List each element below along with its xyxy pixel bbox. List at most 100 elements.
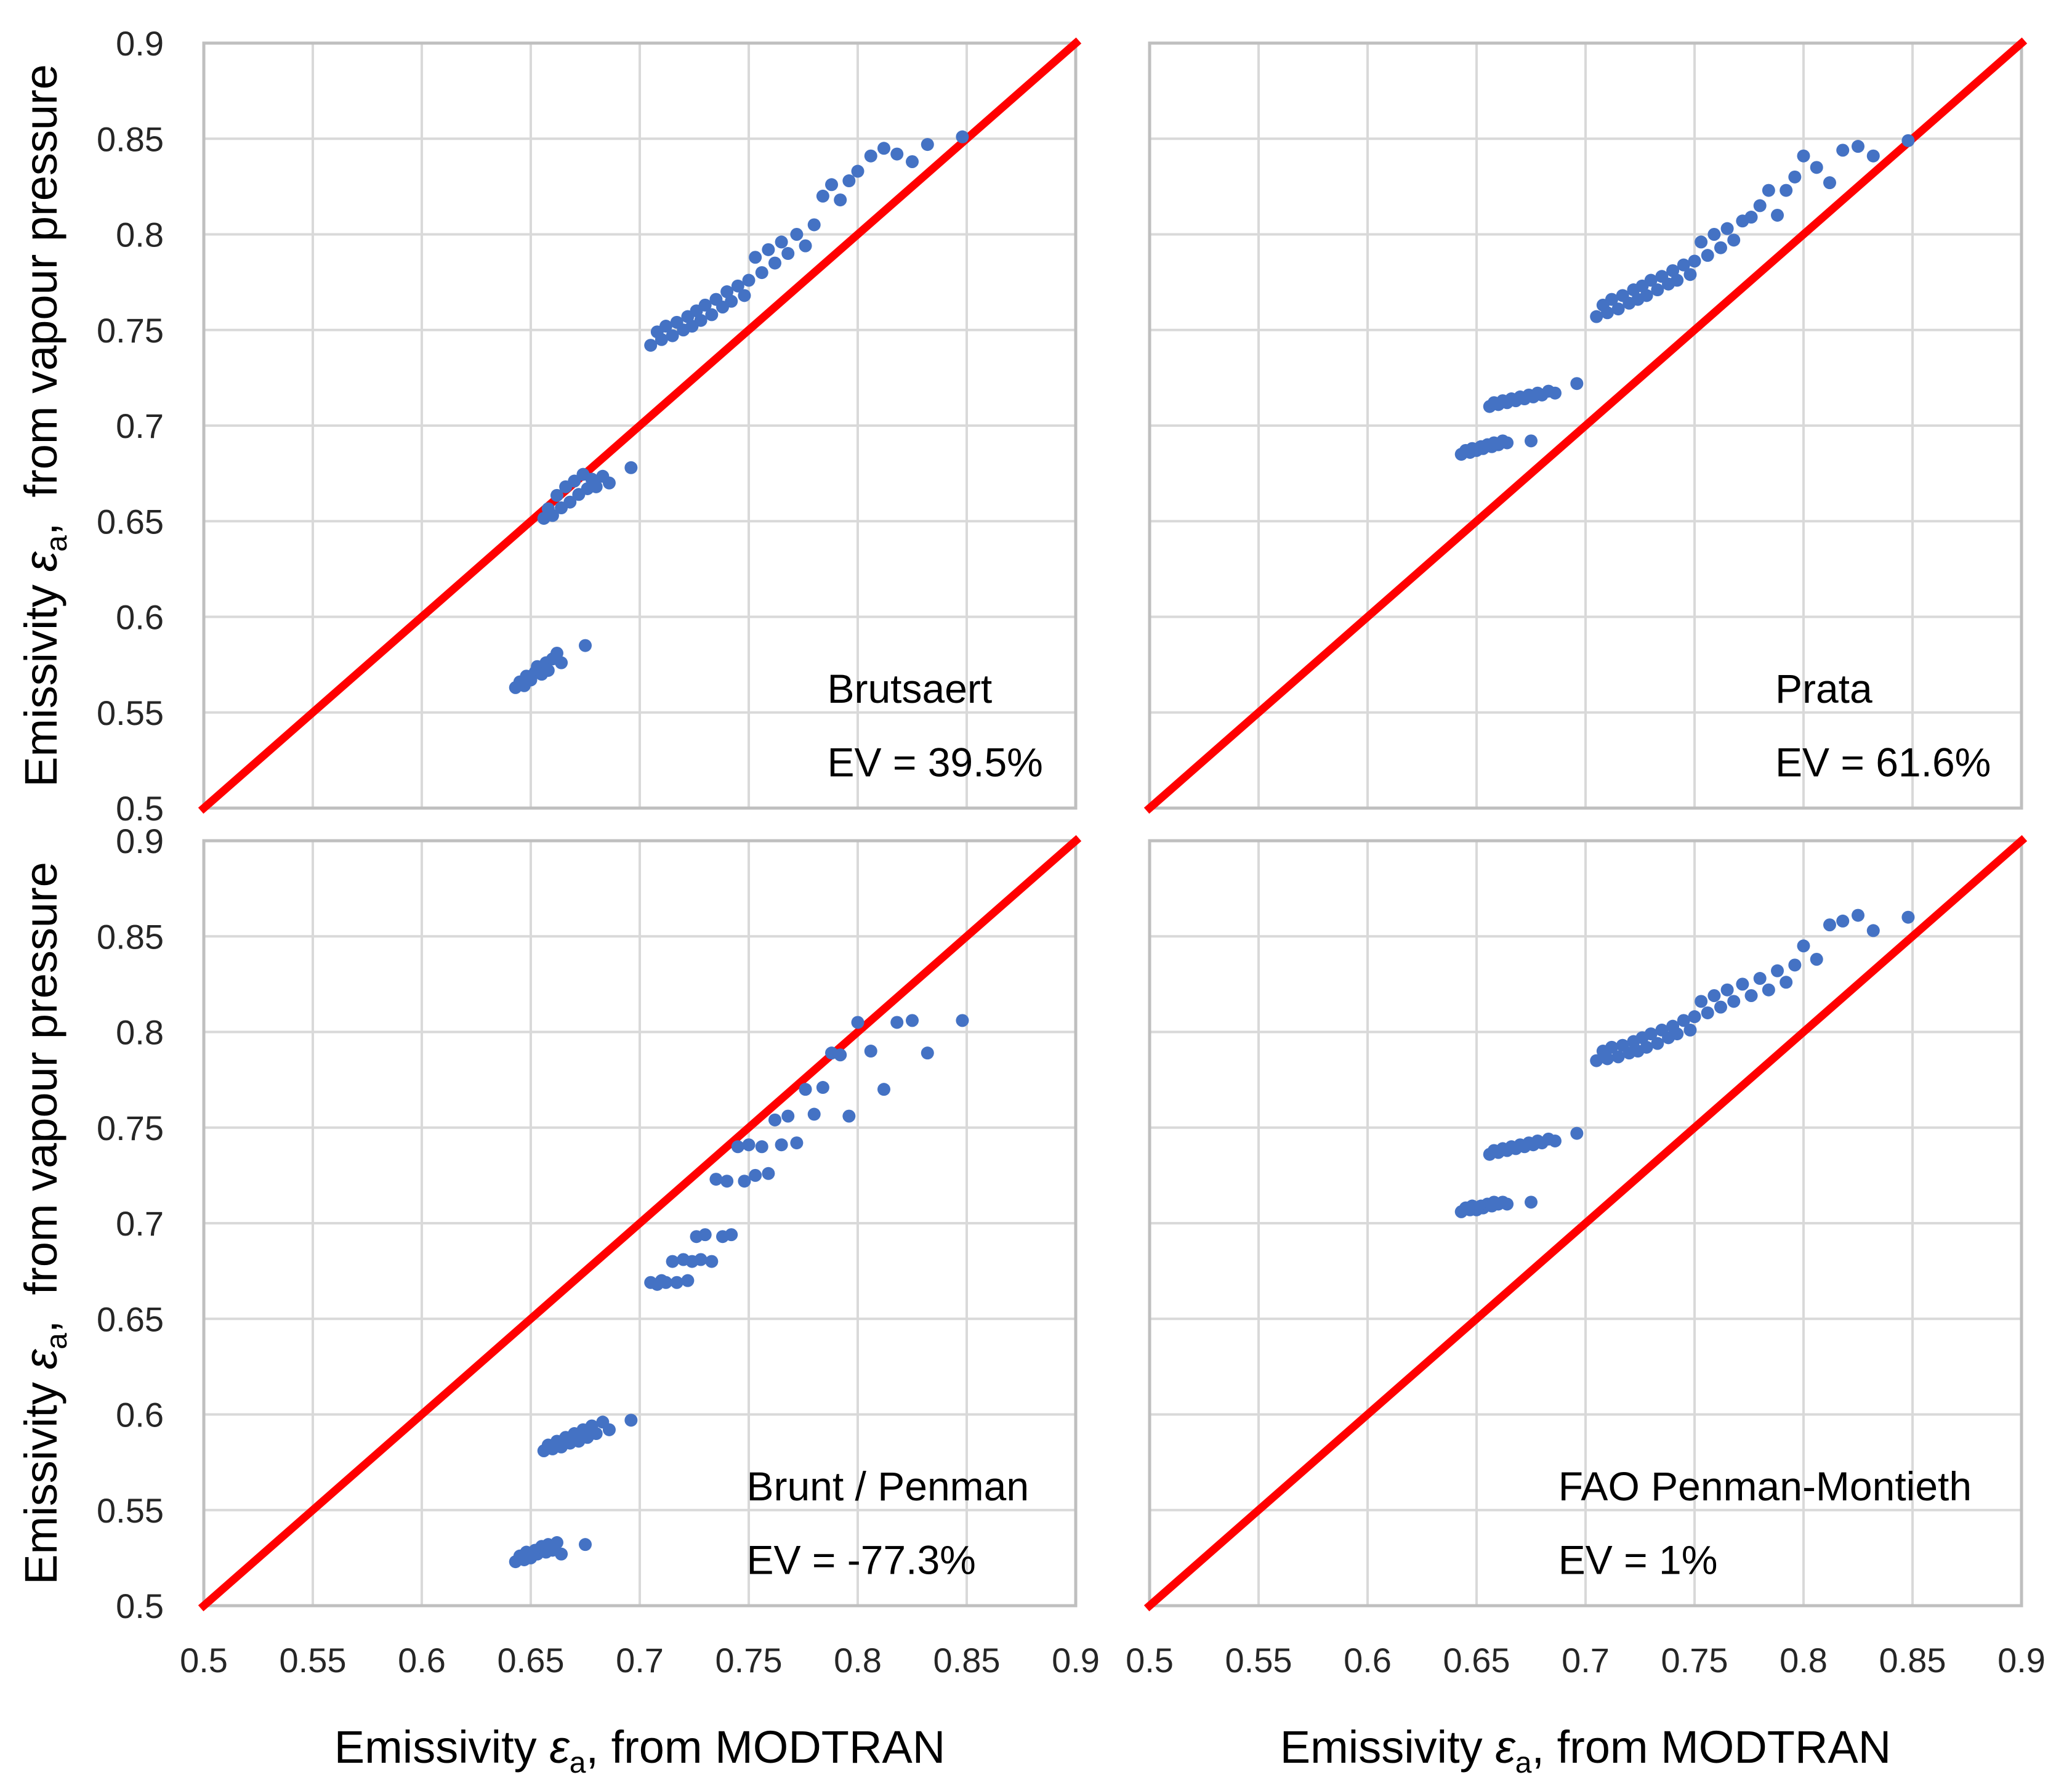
data-point: [1600, 306, 1614, 320]
data-point: [799, 239, 812, 253]
x-tick-label: 0.8: [834, 1641, 882, 1680]
data-point: [1744, 989, 1758, 1003]
scatter-points: [509, 1014, 969, 1569]
x-tick-label: 0.9: [1997, 1641, 2046, 1680]
y-tick-label: 0.55: [97, 1491, 164, 1530]
x-axis-ticks-col1: 0.5 0.55 0.6 0.65 0.7 0.75 0.8 0.85 0.9: [1126, 1641, 2046, 1680]
x-tick-label: 0.85: [933, 1641, 1001, 1680]
data-point: [1753, 199, 1767, 212]
y-tick-label: 0.5: [116, 1587, 164, 1625]
data-point: [725, 294, 738, 308]
data-point: [1611, 1050, 1625, 1064]
data-point: [579, 1538, 592, 1551]
panel-prata: Prata EV = 61.6%: [1143, 37, 2028, 814]
data-point: [1823, 918, 1836, 932]
data-point: [906, 1014, 919, 1027]
data-point: [1695, 995, 1708, 1008]
data-point: [1771, 964, 1784, 977]
y-tick-label: 0.9: [116, 24, 164, 63]
data-point: [742, 1138, 756, 1152]
data-point: [781, 1109, 795, 1123]
data-point: [1600, 1052, 1614, 1066]
x-axis-title-col0: Emissivity εa, from MODTRAN: [334, 1721, 945, 1777]
panel-title: Brunt / Penman: [746, 1463, 1029, 1509]
y-tick-label: 0.55: [97, 694, 164, 732]
data-point: [659, 320, 672, 333]
data-point: [1525, 1195, 1538, 1209]
y-tick-label: 0.9: [116, 822, 164, 860]
data-point: [1780, 184, 1793, 197]
y-tick-label: 0.65: [97, 502, 164, 541]
data-point: [816, 1081, 829, 1094]
data-point: [842, 1109, 856, 1123]
data-point: [877, 142, 890, 155]
data-point: [705, 308, 719, 322]
data-point: [644, 339, 658, 352]
data-point: [1671, 1027, 1684, 1041]
x-tick-label: 0.5: [180, 1641, 228, 1680]
data-point: [731, 279, 744, 293]
data-point: [1570, 377, 1584, 390]
data-point: [1823, 176, 1836, 190]
y-tick-label: 0.7: [116, 407, 164, 445]
data-point: [1901, 134, 1915, 147]
data-point: [834, 1048, 847, 1062]
panel-ev-value: EV = -77.3%: [746, 1537, 975, 1582]
data-point: [1701, 1006, 1714, 1019]
panel-fao-penman-montieth: FAO Penman-Montieth EV = 1%: [1143, 835, 2028, 1612]
data-point: [1590, 310, 1603, 323]
data-point: [956, 130, 969, 144]
data-point: [864, 1045, 877, 1058]
data-point: [1788, 170, 1802, 184]
y-tick-label: 0.85: [97, 917, 164, 956]
y-tick-label: 0.5: [116, 789, 164, 828]
data-point: [755, 1140, 768, 1154]
data-point: [1548, 1134, 1562, 1147]
data-point: [555, 1547, 568, 1561]
scatter-points: [1454, 908, 1915, 1218]
data-point: [799, 1083, 812, 1096]
y-tick-label: 0.65: [97, 1300, 164, 1338]
data-point: [602, 476, 616, 490]
data-point: [1501, 1197, 1514, 1211]
data-point: [1714, 1000, 1727, 1014]
data-point: [1762, 983, 1775, 997]
data-point: [807, 1107, 821, 1121]
panel-brunt-penman: Brunt / Penman EV = -77.3%: [198, 835, 1082, 1612]
data-point: [834, 193, 847, 207]
data-point: [1677, 1014, 1690, 1027]
data-point: [1707, 989, 1721, 1003]
plot-border: [202, 839, 1078, 1608]
data-point: [921, 1046, 934, 1060]
panel-title: Prata: [1775, 666, 1872, 711]
data-point: [624, 1414, 638, 1427]
data-point: [1852, 908, 1864, 922]
x-tick-label: 0.6: [398, 1641, 446, 1680]
data-point: [1720, 222, 1734, 235]
identity-line: [198, 835, 1082, 1612]
data-point: [842, 174, 856, 188]
data-point: [550, 488, 563, 502]
data-point: [790, 1136, 804, 1150]
data-point: [768, 256, 781, 270]
data-point: [681, 1274, 695, 1287]
data-point: [1683, 268, 1697, 281]
x-tick-label: 0.75: [716, 1641, 783, 1680]
data-point: [1852, 140, 1864, 153]
data-point: [807, 218, 821, 232]
data-point: [749, 251, 762, 264]
data-point: [1771, 208, 1784, 222]
data-point: [1727, 233, 1741, 247]
data-point: [1688, 1010, 1701, 1024]
data-point: [1501, 436, 1514, 450]
gridlines: [1150, 841, 2022, 1606]
data-point: [755, 266, 768, 280]
data-point: [1695, 235, 1708, 249]
y-axis-title-row1: Emissivity εa, from vapour pressure: [15, 862, 73, 1585]
data-point: [1788, 958, 1802, 972]
panel-title: Brutsaert: [827, 666, 992, 711]
data-point: [749, 1168, 762, 1182]
data-point: [1525, 434, 1538, 448]
data-point: [775, 235, 788, 249]
